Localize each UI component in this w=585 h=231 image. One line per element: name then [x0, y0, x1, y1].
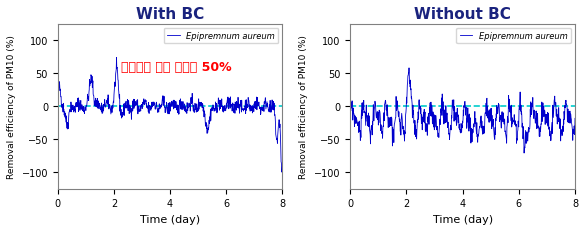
- Epipremnum aureum: [113, 57, 120, 60]
- Epipremnum aureum: [572, 117, 579, 120]
- Epipremnum aureum: [490, 128, 497, 131]
- X-axis label: Time (day): Time (day): [140, 214, 200, 224]
- Line: Epipremnum aureum: Epipremnum aureum: [350, 69, 575, 153]
- Epipremnum aureum: [185, 107, 192, 109]
- Epipremnum aureum: [360, 112, 367, 115]
- Epipremnum aureum: [521, 152, 528, 155]
- Y-axis label: Removal efficiency of PM10 (%): Removal efficiency of PM10 (%): [7, 35, 16, 178]
- Epipremnum aureum: [483, 97, 490, 100]
- Epipremnum aureum: [68, 111, 75, 114]
- Epipremnum aureum: [278, 171, 285, 174]
- Epipremnum aureum: [405, 67, 412, 70]
- Epipremnum aureum: [279, 163, 286, 166]
- Epipremnum aureum: [541, 110, 548, 112]
- Epipremnum aureum: [347, 119, 354, 122]
- Epipremnum aureum: [54, 94, 61, 97]
- Epipremnum aureum: [248, 107, 255, 110]
- Epipremnum aureum: [477, 115, 484, 118]
- Epipremnum aureum: [518, 104, 525, 107]
- Text: 미세먼지 최대 제거율 50%: 미세먼지 최대 제거율 50%: [121, 61, 231, 73]
- Epipremnum aureum: [225, 106, 232, 109]
- Epipremnum aureum: [191, 109, 198, 112]
- Title: Without BC: Without BC: [414, 7, 511, 22]
- Legend: Epipremnum aureum: Epipremnum aureum: [456, 29, 571, 44]
- Title: With BC: With BC: [136, 7, 204, 22]
- Line: Epipremnum aureum: Epipremnum aureum: [58, 58, 283, 172]
- Epipremnum aureum: [198, 101, 205, 104]
- Y-axis label: Removal efficiency of PM10 (%): Removal efficiency of PM10 (%): [300, 35, 308, 178]
- X-axis label: Time (day): Time (day): [432, 214, 493, 224]
- Legend: Epipremnum aureum: Epipremnum aureum: [164, 29, 278, 44]
